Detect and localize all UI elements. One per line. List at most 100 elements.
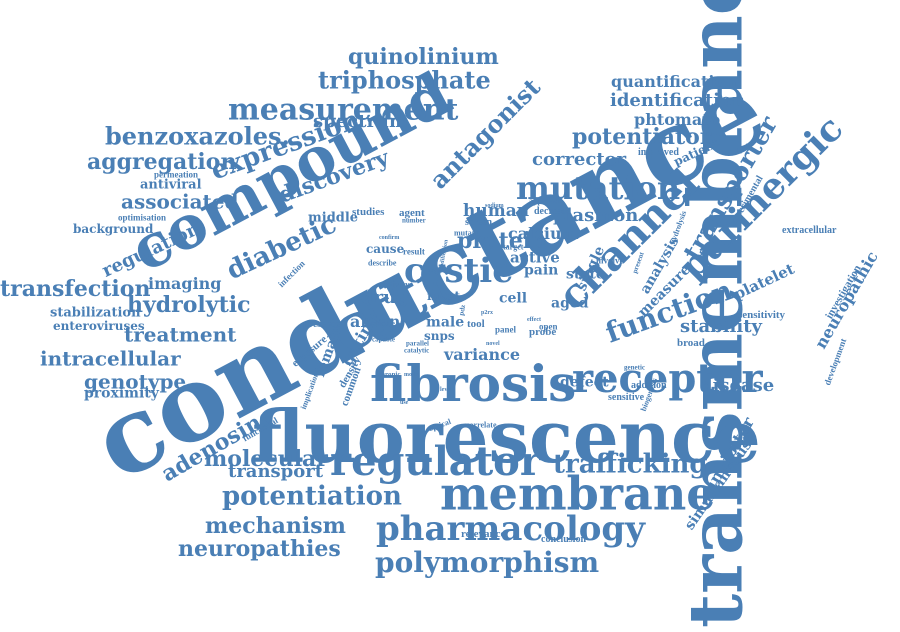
word-hydrolytic: hydrolytic bbox=[127, 292, 251, 318]
word-aggregation: aggregation bbox=[87, 149, 237, 175]
word-snps: snps bbox=[424, 329, 455, 344]
word-probe: probe bbox=[529, 326, 557, 338]
word-associated: associated bbox=[121, 189, 239, 214]
word-cell: cell bbox=[499, 290, 528, 307]
word-benzoxazoles: benzoxazoles. bbox=[105, 121, 290, 151]
word-broad: broad bbox=[677, 337, 705, 349]
word-studies: studies bbox=[352, 206, 385, 218]
word-defect: defect bbox=[560, 374, 609, 391]
word-protein: protein bbox=[457, 228, 548, 254]
word-triphosphate: triphosphate bbox=[318, 65, 491, 95]
word-confirm: confirm bbox=[379, 235, 400, 242]
word-state: state bbox=[566, 266, 605, 283]
word-neuropathies: neuropathies bbox=[178, 536, 341, 562]
word-anion: anion bbox=[350, 311, 401, 331]
word-corrector: corrector bbox=[532, 149, 627, 171]
word-regulator: regulator bbox=[330, 438, 541, 486]
word-calcium: calcium bbox=[508, 223, 579, 243]
word-membrane: membrane bbox=[440, 466, 716, 521]
word-mutant: mutant bbox=[454, 228, 479, 238]
word-screen: screen bbox=[465, 216, 493, 228]
word-catalytic: catalytic bbox=[404, 346, 430, 355]
word-panel: panel bbox=[495, 324, 517, 335]
word-tool: tool bbox=[467, 318, 485, 330]
word-agent: agent bbox=[399, 207, 425, 219]
word-cause: cause bbox=[366, 242, 405, 257]
word-cystic: cystic bbox=[404, 251, 513, 292]
word-involve: involve bbox=[596, 255, 624, 266]
word-intracellular: intracellular bbox=[40, 346, 181, 371]
word-parallel: parallel bbox=[406, 339, 429, 348]
word-polymorphism: polymorphism bbox=[375, 546, 600, 579]
word-approach: approach bbox=[529, 196, 562, 206]
word-variant: variant bbox=[427, 266, 449, 275]
word-potentiation: potentiation bbox=[222, 481, 402, 512]
word-transfection: transfection bbox=[0, 276, 151, 302]
word-fibrosis: fibrosis bbox=[370, 354, 577, 413]
word-imaging: imaging bbox=[148, 273, 222, 293]
word-quinolinium: quinolinium bbox=[348, 44, 499, 70]
word-describe: describe bbox=[368, 258, 397, 268]
word-receptor: receptor bbox=[572, 355, 763, 403]
word-human: human bbox=[463, 201, 530, 222]
word-relevance: relevance bbox=[461, 528, 506, 540]
word-level: level bbox=[440, 387, 452, 394]
word-stabilization: stabilization bbox=[50, 305, 141, 321]
word-model: model bbox=[404, 372, 420, 379]
word-measurement: measurement bbox=[228, 92, 459, 128]
word-male: male bbox=[426, 314, 465, 331]
word-use: use bbox=[400, 400, 409, 407]
word-variance: variance bbox=[444, 344, 521, 364]
word-effect: effect bbox=[527, 317, 541, 324]
word-most: most bbox=[427, 289, 460, 304]
word-conclusion: conclusion bbox=[541, 533, 587, 545]
word-disease: disease bbox=[700, 375, 775, 397]
word-decrease: decrease bbox=[534, 205, 571, 217]
word-stability: stability bbox=[680, 316, 762, 338]
word-transport: transport bbox=[228, 461, 324, 483]
word-improved: improved bbox=[638, 146, 679, 158]
word-middle: middle bbox=[308, 210, 359, 226]
word-treatment: treatment bbox=[124, 322, 237, 347]
word-active: active bbox=[510, 248, 560, 267]
word-sodium: sodium bbox=[485, 203, 504, 210]
word-potentiator: potentiator bbox=[572, 124, 712, 150]
word-pharmacology: pharmacology bbox=[376, 509, 645, 550]
word-antiviral: antiviral bbox=[140, 177, 202, 193]
word-genetic: genetic bbox=[624, 363, 645, 372]
word-genotype: genotype bbox=[84, 369, 187, 394]
word-spectrum: spectrum bbox=[313, 111, 409, 133]
word-result: result bbox=[403, 246, 425, 257]
word-sensitive: sensitive bbox=[608, 391, 645, 403]
word-optimisation: optimisation bbox=[118, 212, 167, 223]
word-mutation: mutation. bbox=[516, 168, 692, 207]
word-phtomato: phtomato bbox=[634, 109, 721, 129]
word-open: open bbox=[539, 321, 558, 332]
word-presence: presence bbox=[303, 318, 341, 330]
word-addition: addition bbox=[631, 379, 667, 391]
word-plasmon: plasmon bbox=[553, 205, 639, 227]
word-fluorescence: fluorescence bbox=[252, 394, 761, 479]
word-novel: novel bbox=[486, 341, 500, 348]
word-neuropathic: neuropathic bbox=[810, 248, 882, 352]
word-aged: aged bbox=[551, 295, 589, 312]
word-target: target bbox=[503, 242, 524, 252]
word-identification: identification bbox=[610, 90, 746, 112]
word-capable: capable bbox=[372, 335, 395, 344]
word-proximity: proximity bbox=[84, 385, 159, 402]
word-correlate: correlate bbox=[466, 420, 497, 430]
word-permeation: permeation bbox=[154, 169, 198, 180]
word-sensitivity: sensitivity bbox=[738, 309, 786, 321]
word-enteroviruses: enteroviruses bbox=[53, 319, 145, 334]
word-p2rx: p2rx bbox=[481, 310, 493, 317]
word-activity: activity bbox=[381, 279, 410, 290]
word-trafficking: trafficking bbox=[553, 449, 708, 480]
word-estimate: estimate bbox=[370, 319, 395, 328]
word-quantification: quantification bbox=[611, 71, 737, 91]
word-mechanism: mechanism bbox=[205, 513, 346, 539]
word-chronic: chronic bbox=[378, 370, 401, 379]
word-pain: pain bbox=[524, 262, 559, 279]
word-extracellular: extracellular bbox=[782, 224, 837, 236]
word-drug: drug bbox=[361, 287, 409, 309]
